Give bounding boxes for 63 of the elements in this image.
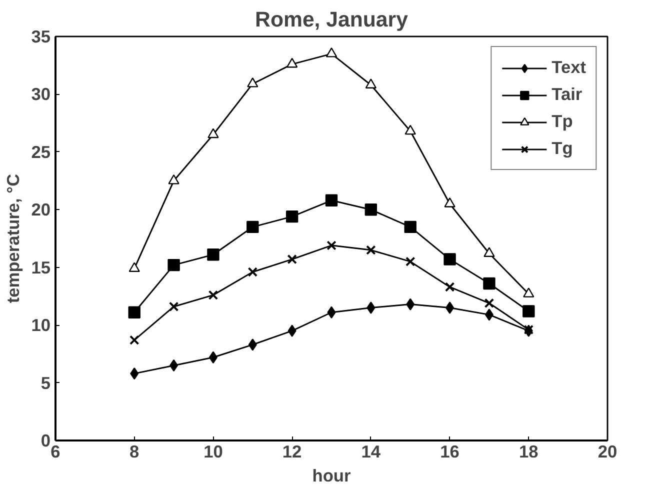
- point: [326, 240, 336, 250]
- legend-label: Tp: [552, 111, 573, 132]
- legend-label: Tair: [552, 84, 582, 105]
- point: [207, 248, 220, 261]
- point: [523, 288, 534, 298]
- x-tick-label: 6: [50, 442, 61, 462]
- y-axis-title: temperature, °C: [3, 173, 24, 304]
- point: [168, 302, 179, 312]
- point: [248, 267, 258, 277]
- point: [365, 78, 377, 88]
- point: [247, 77, 258, 88]
- x-tick-label: 16: [440, 442, 460, 462]
- point: [406, 298, 415, 310]
- point: [444, 282, 455, 292]
- chart-title: Rome, January: [255, 8, 408, 32]
- point: [208, 351, 218, 364]
- point: [286, 210, 298, 223]
- point: [168, 258, 180, 272]
- point: [128, 262, 140, 272]
- point: [129, 335, 140, 345]
- y-tick-label: 10: [31, 315, 51, 336]
- point: [168, 174, 180, 184]
- point: [128, 306, 140, 318]
- point: [208, 128, 219, 138]
- point: [246, 220, 259, 234]
- y-tick-label: 15: [31, 257, 51, 278]
- point: [288, 324, 296, 337]
- y-tick-label: 25: [31, 142, 51, 162]
- point: [404, 124, 416, 135]
- x-tick-label: 12: [282, 442, 302, 462]
- point: [405, 256, 416, 266]
- y-tick-label: 35: [31, 26, 51, 46]
- point: [404, 220, 416, 234]
- point: [484, 298, 494, 308]
- x-axis-title: hour: [312, 466, 352, 486]
- point: [446, 302, 454, 314]
- legend-label: Tg: [552, 138, 573, 159]
- point: [248, 338, 257, 351]
- point: [364, 204, 378, 216]
- point: [484, 308, 494, 321]
- point: [483, 277, 496, 290]
- x-tick-label: 8: [130, 442, 140, 462]
- point: [327, 306, 336, 318]
- point: [366, 245, 376, 255]
- y-tick-label: 0: [40, 430, 51, 450]
- y-tick-label: 30: [31, 84, 51, 104]
- point: [325, 194, 338, 207]
- point: [444, 198, 456, 208]
- x-tick-label: 10: [204, 442, 223, 462]
- point: [286, 58, 298, 68]
- point: [484, 247, 495, 257]
- x-tick-label: 20: [598, 442, 618, 462]
- y-tick-label: 20: [31, 200, 51, 220]
- point: [522, 305, 535, 318]
- point: [208, 290, 218, 300]
- x-tick-label: 14: [361, 442, 381, 462]
- point: [444, 253, 456, 266]
- point: [287, 254, 297, 264]
- point: [326, 47, 338, 58]
- point: [366, 302, 376, 314]
- x-tick-label: 18: [519, 442, 539, 462]
- legend-label: Text: [552, 57, 586, 78]
- y-tick-label: 5: [40, 372, 51, 393]
